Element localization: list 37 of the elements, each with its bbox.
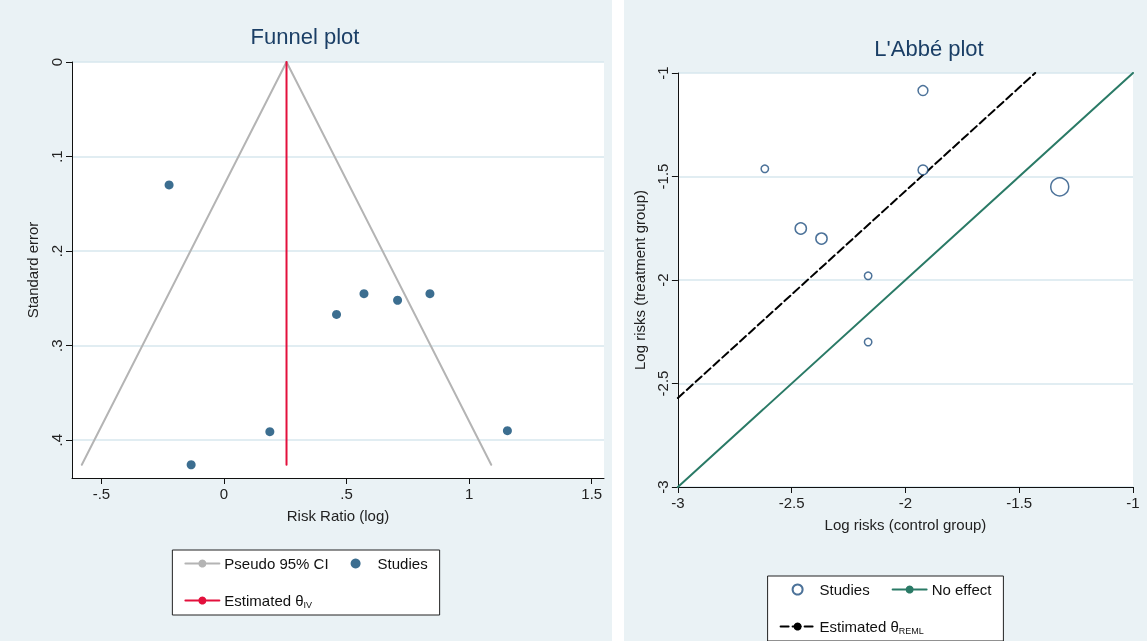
point bbox=[332, 309, 342, 319]
x-tick-label: -2.5 bbox=[778, 494, 805, 511]
point bbox=[186, 460, 196, 470]
x-tick-label: .5 bbox=[340, 485, 353, 502]
x-tick-label: -.5 bbox=[92, 485, 111, 502]
y-axis-title: Standard error bbox=[24, 221, 41, 319]
point bbox=[359, 289, 369, 299]
x-axis-title: Risk Ratio (log) bbox=[286, 507, 390, 524]
legend-label: Pseudo 95% CI bbox=[224, 555, 329, 572]
x-tick-label: -3 bbox=[671, 494, 685, 511]
x-tick-label: 1.5 bbox=[581, 485, 603, 502]
legend-label: Studies bbox=[819, 581, 870, 598]
x-axis-title: Log risks (control group) bbox=[824, 516, 987, 533]
y-tick-label: .4 bbox=[48, 433, 65, 447]
y-tick-label: .2 bbox=[48, 244, 65, 258]
point bbox=[393, 295, 403, 305]
chart-title: L'Abbé plot bbox=[874, 35, 984, 61]
x-tick-label: 1 bbox=[464, 485, 474, 502]
legend-label: No effect bbox=[931, 581, 993, 598]
point bbox=[425, 289, 435, 299]
y-axis-title: Log risks (treatment group) bbox=[631, 189, 648, 371]
y-tick-label: -1.5 bbox=[653, 163, 671, 190]
x-tick-label: 0 bbox=[219, 485, 229, 502]
y-tick-label: .3 bbox=[48, 339, 65, 352]
y-tick-label: .1 bbox=[48, 150, 65, 163]
chart-title: Funnel plot bbox=[250, 23, 360, 49]
x-tick-label: -1 bbox=[1126, 494, 1140, 511]
y-tick-label: 0 bbox=[48, 57, 65, 67]
point bbox=[265, 427, 275, 437]
point bbox=[502, 426, 512, 436]
y-tick-label: -2 bbox=[653, 273, 671, 287]
x-tick-label: -1.5 bbox=[1006, 494, 1033, 511]
legend-label: Studies bbox=[377, 555, 428, 572]
x-tick-label: -2 bbox=[898, 494, 913, 511]
y-tick-label: -1 bbox=[653, 66, 671, 80]
point bbox=[164, 180, 174, 190]
y-tick-label: -2.5 bbox=[653, 370, 671, 397]
